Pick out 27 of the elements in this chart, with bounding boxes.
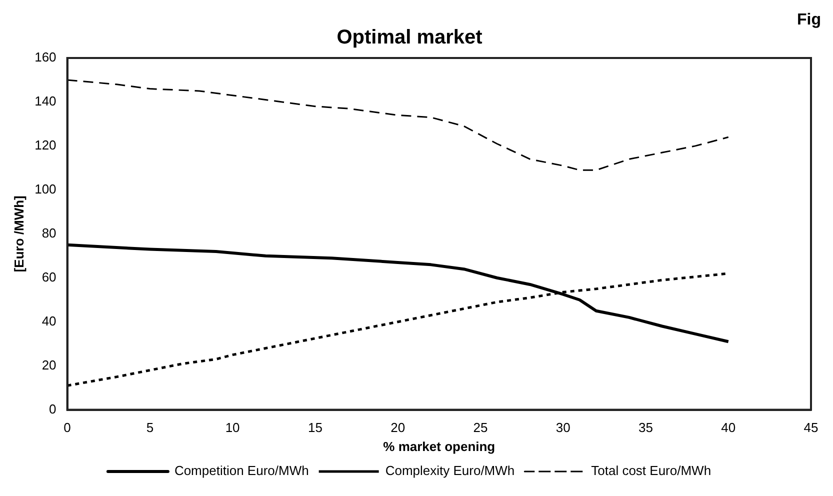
x-tick-label: 15: [308, 420, 322, 436]
y-tick-label: 120: [34, 138, 56, 153]
y-tick-label: 0: [49, 401, 56, 416]
y-tick-label: 100: [34, 182, 56, 197]
x-tick-label: 10: [225, 420, 240, 436]
x-tick-label: 40: [721, 420, 736, 436]
y-tick-label: 40: [42, 313, 56, 328]
y-tick-label: 160: [34, 50, 56, 65]
y-tick-label: 60: [42, 269, 56, 284]
legend-label: Total cost Euro/MWh: [591, 463, 712, 478]
chart-title: Optimal market: [336, 26, 483, 49]
y-tick-label: 80: [42, 225, 56, 240]
x-axis-title: % market opening: [383, 438, 496, 454]
x-tick-label: 20: [390, 420, 406, 436]
x-tick-label: 30: [556, 420, 570, 436]
y-axis-title: [Euro /MWh]: [11, 196, 26, 272]
x-tick-label: 0: [64, 420, 71, 436]
x-tick-label: 45: [804, 420, 818, 436]
y-tick-label: 140: [34, 94, 56, 109]
x-tick-label: 5: [146, 420, 154, 436]
line-series: [67, 79, 730, 171]
legend-label: Competition Euro/MWh: [174, 463, 309, 478]
legend-label: Complexity Euro/MWh: [385, 463, 515, 478]
x-tick-label: 25: [473, 420, 488, 436]
y-tick-label: 20: [42, 357, 56, 372]
text: Fig: [797, 11, 821, 28]
x-tick-label: 35: [638, 420, 653, 436]
